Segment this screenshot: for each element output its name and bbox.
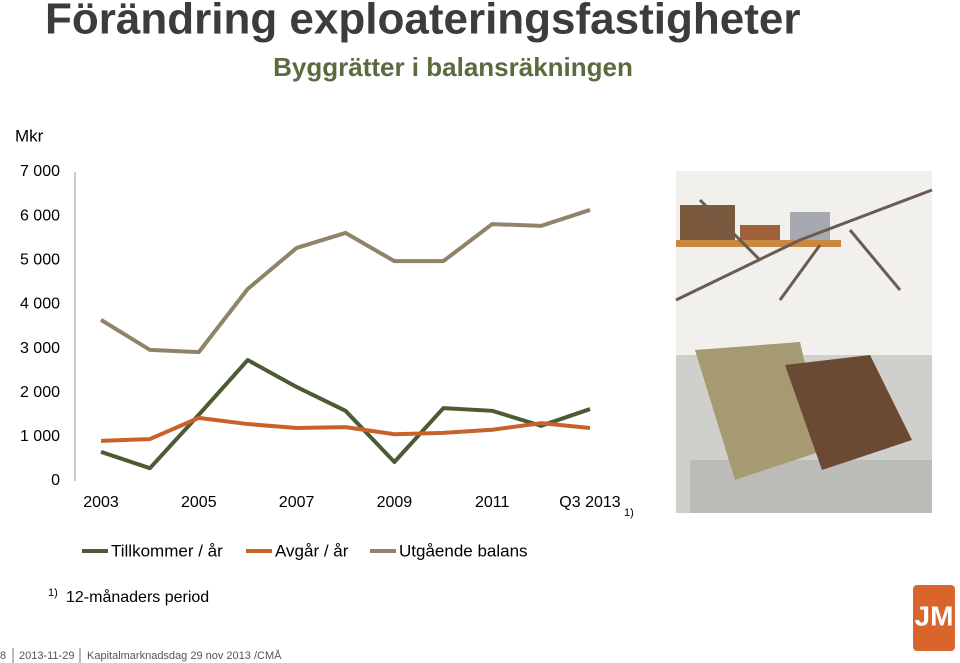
- x-tick-label: 2009: [377, 494, 413, 511]
- footnote-marker: 1): [48, 587, 58, 599]
- subtitle: Byggrätter i balansräkningen: [273, 52, 633, 82]
- logo: JM: [913, 585, 955, 651]
- x-tick-label: 2003: [83, 494, 119, 511]
- series-line: [100, 415, 591, 443]
- series-line: [100, 358, 591, 471]
- legend-label: Tillkommer / år: [111, 541, 223, 560]
- y-tick-label: 7 000: [20, 163, 60, 180]
- y-tick-label: 6 000: [20, 207, 60, 224]
- title: Förändring exploateringsfastigheter: [45, 0, 800, 44]
- y-tick-label: 4 000: [20, 296, 60, 313]
- y-tick-label: 2 000: [20, 384, 60, 401]
- footer-event: Kapitalmarknadsdag 29 nov 2013 /CMÅ: [87, 649, 282, 662]
- page-number: 8: [0, 650, 6, 662]
- photo: [675, 171, 933, 513]
- legend-label: Utgående balans: [399, 541, 528, 560]
- y-tick-label: 1 000: [20, 428, 60, 445]
- y-tick-label: 3 000: [20, 340, 60, 357]
- annotation: 1): [624, 507, 634, 519]
- x-tick-label: 2011: [475, 494, 510, 511]
- footer-date: 2013-11-29: [19, 650, 74, 662]
- x-tick-label: 2007: [279, 494, 315, 511]
- footnote-text: 12-månaders period: [66, 588, 209, 606]
- y-unit: Mkr: [15, 126, 44, 145]
- x-tick-label: Q3 2013: [559, 494, 620, 511]
- y-tick-label: 0: [51, 472, 60, 489]
- logo-text: JM: [915, 600, 954, 631]
- x-tick-label: 2005: [181, 494, 217, 511]
- y-tick-label: 5 000: [20, 252, 60, 269]
- legend-label: Avgår / år: [275, 541, 349, 560]
- series-line: [99, 208, 591, 355]
